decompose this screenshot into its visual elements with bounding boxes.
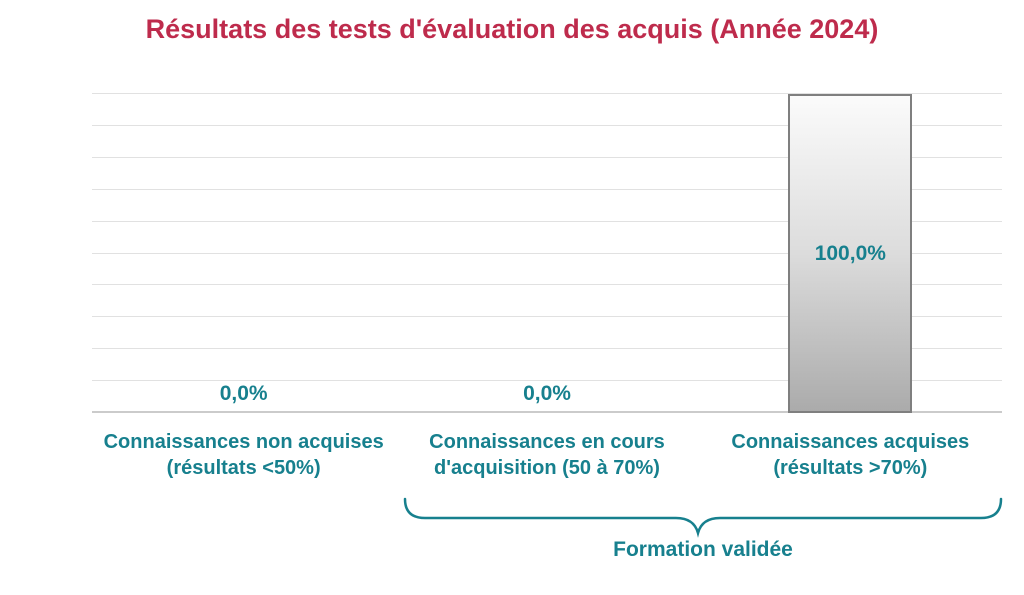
value-label: 0,0% <box>523 382 571 405</box>
gridline <box>92 156 1002 158</box>
gridline <box>92 220 1002 222</box>
category-label: Connaissances acquises (résultats >70%) <box>731 431 970 480</box>
gridline <box>92 284 1002 286</box>
bar: 100,0% <box>788 94 913 413</box>
gridline <box>92 188 1002 190</box>
gridline <box>92 348 1002 350</box>
gridline <box>92 124 1002 126</box>
brace-label: Formation validée <box>613 538 793 561</box>
category-label: Connaissances non acquises (résultats <5… <box>103 431 384 480</box>
value-label: 0,0% <box>219 382 268 405</box>
x-axis-line <box>92 411 1002 413</box>
gridline <box>92 252 1002 254</box>
value-label: 100,0% <box>814 241 886 265</box>
chart-title: Résultats des tests d'évaluation des acq… <box>145 14 879 44</box>
gridline <box>92 380 1002 382</box>
brace-icon <box>403 497 1003 538</box>
plot-area: 0,0% 0,0% 100,0% <box>92 93 1002 413</box>
category-axis: Connaissances non acquises (résultats <5… <box>92 429 1002 482</box>
category-label: Connaissances en cours d'acquisition (50… <box>429 431 665 480</box>
gridline <box>92 316 1002 318</box>
gridline <box>92 93 1002 94</box>
